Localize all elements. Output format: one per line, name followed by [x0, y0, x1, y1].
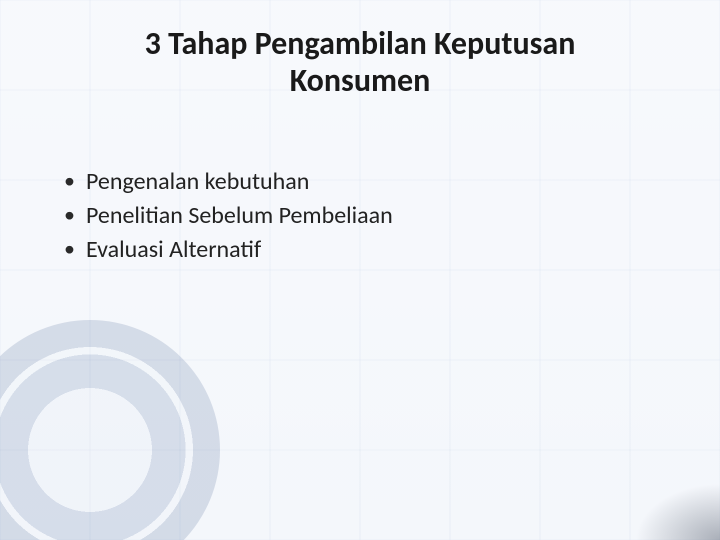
bullet-list: Pengenalan kebutuhan Penelitian Sebelum … [60, 166, 664, 267]
slide-title: 3 Tahap Pengambilan Keputusan Konsumen [80, 26, 640, 100]
list-item: Pengenalan kebutuhan [60, 166, 664, 198]
list-item: Penelitian Sebelum Pembeliaan [60, 200, 664, 232]
slide-body: Pengenalan kebutuhan Penelitian Sebelum … [56, 166, 664, 267]
slide-container: 3 Tahap Pengambilan Keputusan Konsumen P… [0, 0, 720, 540]
list-item: Evaluasi Alternatif [60, 234, 664, 266]
